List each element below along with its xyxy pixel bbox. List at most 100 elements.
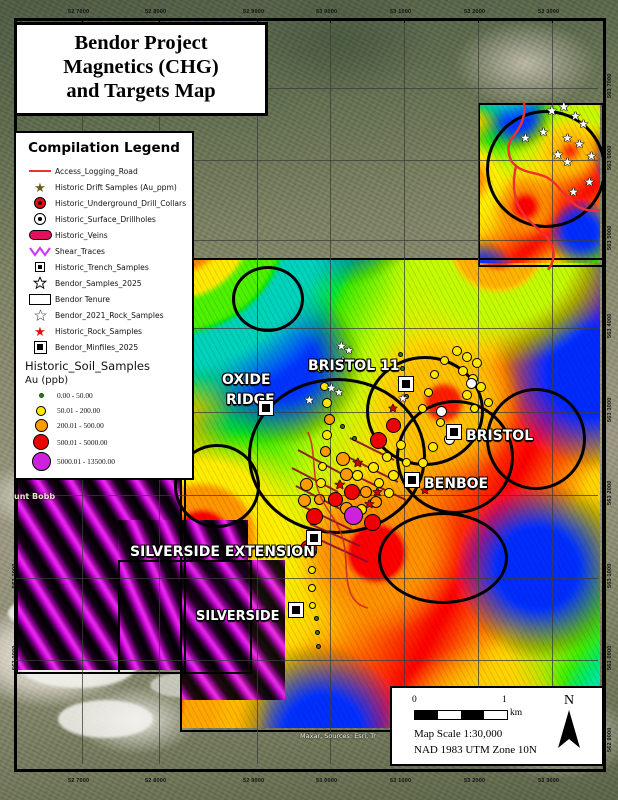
axis-tick <box>478 18 479 23</box>
soil-class-swatch <box>25 419 57 432</box>
map-label-bristol-11: BRISTOL 11 <box>308 358 400 374</box>
bendor-sample-star: ★ <box>558 99 570 114</box>
soil-class-swatch <box>25 434 57 450</box>
thin-open-star-icon <box>25 308 55 322</box>
shear-zigzag-icon <box>25 245 55 257</box>
legend-item-bendor-tenure: Bendor Tenure <box>16 291 192 307</box>
soil-sample-point-low <box>314 616 319 621</box>
soil-sample-point-high <box>306 508 323 525</box>
open-star-icon <box>25 276 55 290</box>
axis-tick <box>330 18 331 23</box>
legend-label: Historic Drift Samples (Au_ppm) <box>55 182 177 192</box>
grid-line-horizontal <box>16 328 598 329</box>
basemap-attribution: Maxar, Sources: Esri, Tr <box>300 732 376 740</box>
map-label-bristol: BRISTOL <box>466 428 534 444</box>
snowfield <box>58 700 153 738</box>
soil-class-swatch <box>25 452 57 471</box>
soil-sample-point <box>322 398 332 408</box>
title-line-2: Magnetics (CHG) <box>63 55 219 78</box>
soil-legend-units: Au (ppb) <box>25 375 69 386</box>
minfile-marker-oxide-ridge <box>258 400 274 416</box>
soil-sample-point <box>344 484 360 500</box>
soil-sample-point <box>418 404 427 413</box>
bendor-sample-star: ★ <box>538 125 549 139</box>
bendor-sample-star: ★ <box>574 137 585 151</box>
soil-sample-point <box>370 496 382 508</box>
axis-tick <box>82 18 83 23</box>
soil-sample-point-low <box>404 394 409 399</box>
soil-sample-point <box>309 602 316 609</box>
datum-text: NAD 1983 UTM Zone 10N <box>414 744 537 756</box>
soil-class-row: 500.01 - 5000.00 <box>16 433 192 451</box>
soil-sample-point-high <box>386 418 401 433</box>
x-axis-label: 53 3000 <box>538 9 560 15</box>
grid-line-vertical <box>257 20 258 764</box>
bendor-sample-star: ★ <box>570 109 581 123</box>
y-axis-label: 563 5000 <box>607 225 613 250</box>
map-label-oxide: OXIDE <box>222 372 271 388</box>
target-circle-silverside-extension <box>174 444 260 528</box>
scale-info-box: 0 1 km Map Scale 1:30,000 NAD 1983 UTM Z… <box>390 686 604 766</box>
grid-line-horizontal <box>16 660 598 661</box>
historic-rock-sample-star: ★ <box>388 403 398 415</box>
axis-tick <box>159 18 160 23</box>
soil-sample-point <box>352 470 363 481</box>
soil-sample-point <box>470 404 479 413</box>
soil-class-row: 0.00 - 50.00 <box>16 388 192 403</box>
historic-rock-sample-star: ★ <box>352 455 364 470</box>
legend-label: Bendor Tenure <box>55 294 110 304</box>
bendor-sample-star: ★ <box>398 393 408 405</box>
y-axis-label: 563 4000 <box>607 313 613 338</box>
scale-max-label: 1 <box>502 695 507 705</box>
y-axis-label: 563 1000 <box>607 563 613 588</box>
soil-sample-point <box>382 452 392 462</box>
legend-item-shear-traces: Shear_Traces <box>16 243 192 259</box>
soil-sample-point <box>324 414 335 425</box>
access-logging-road-south <box>307 431 369 609</box>
minfile-marker-benboe <box>404 472 420 488</box>
scale-unit-label: km <box>510 708 523 718</box>
soil-sample-point <box>424 388 433 397</box>
bendor-sample-star: ★ <box>338 355 348 367</box>
x-axis-label-bottom: 52 9000 <box>243 778 265 784</box>
y-axis-label: 563 7000 <box>607 73 613 98</box>
soil-class-label: 5000.01 - 13500.00 <box>57 457 115 466</box>
x-axis-label: 53 2000 <box>464 9 486 15</box>
legend-label: Historic_Veins <box>55 230 108 240</box>
bendor-sample-star: ★ <box>344 345 354 357</box>
bendor-sample-star: ★ <box>568 185 579 199</box>
soil-sample-point <box>320 382 329 391</box>
legend-item-historic-veins: Historic_Veins <box>16 227 192 243</box>
tenure-boundary-south <box>118 560 252 674</box>
y-axis-label: 563 3000 <box>607 397 613 422</box>
map-label-benboe: BENBOE <box>424 476 489 492</box>
x-axis-label: 52 9000 <box>243 9 265 15</box>
minfile-marker-silverside <box>288 602 304 618</box>
soil-sample-point <box>436 418 445 427</box>
legend-item-drift-samples: ★ Historic Drift Samples (Au_ppm) <box>16 179 192 195</box>
x-axis-label: 53 0000 <box>316 9 338 15</box>
bendor-sample-star: ★ <box>520 131 531 145</box>
soil-sample-point <box>484 398 493 407</box>
soil-sample-point <box>318 462 327 471</box>
legend-label: Historic_Rock_Samples <box>55 326 142 336</box>
access-logging-road <box>507 101 601 270</box>
map-scale-text: Map Scale 1:30,000 <box>414 728 503 740</box>
legend-item-bendor-samples-2025: Bendor_Samples_2025 <box>16 275 192 291</box>
legend-label: Historic_Underground_Drill_Collars <box>55 198 187 208</box>
north-arrow: N <box>552 694 586 755</box>
surface-drillhole-marker <box>466 378 477 389</box>
grid-line-horizontal <box>16 160 598 161</box>
x-axis-label-bottom: 53 0000 <box>316 778 338 784</box>
bendor-sample-star: ★ <box>562 155 573 169</box>
y-axis-label-left: 563 1000 <box>12 563 18 588</box>
soil-sample-point-high <box>364 514 381 531</box>
soil-sample-point <box>300 478 313 491</box>
legend-item-historic-rock-samples: ★ Historic_Rock_Samples <box>16 323 192 339</box>
soil-sample-point <box>308 584 316 592</box>
legend-item-bendor-minfiles-2025: Bendor_Minfiles_2025 <box>16 339 192 355</box>
bendor-sample-star: ★ <box>326 381 337 395</box>
soil-sample-point-low <box>352 436 357 441</box>
legend-label: Shear_Traces <box>55 246 105 256</box>
